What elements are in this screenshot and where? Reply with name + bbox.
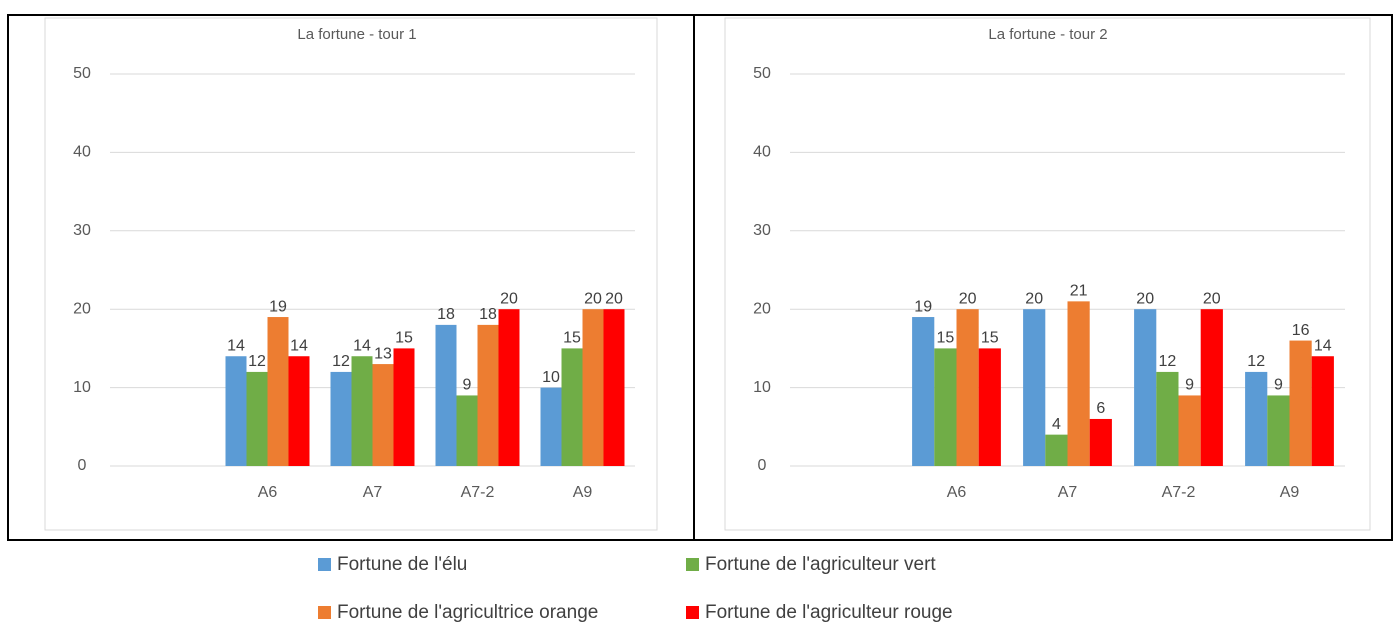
data-label: 12 bbox=[248, 353, 266, 370]
data-label: 15 bbox=[395, 330, 413, 347]
bar bbox=[246, 371, 268, 466]
data-label: 14 bbox=[1314, 337, 1332, 354]
data-label: 14 bbox=[353, 337, 371, 354]
bar bbox=[1245, 371, 1268, 466]
bar bbox=[603, 309, 625, 466]
y-tick-label: 20 bbox=[753, 300, 771, 317]
data-label: 20 bbox=[605, 290, 623, 307]
legend-label: Fortune de l'agriculteur vert bbox=[705, 554, 936, 575]
data-label: 16 bbox=[1292, 322, 1310, 339]
bar bbox=[956, 309, 979, 466]
bar bbox=[540, 387, 562, 466]
data-label: 20 bbox=[959, 290, 977, 307]
legend-label: Fortune de l'agriculteur rouge bbox=[705, 602, 953, 623]
chart-title: La fortune - tour 2 bbox=[988, 26, 1107, 43]
data-label: 9 bbox=[463, 377, 472, 394]
data-label: 15 bbox=[981, 330, 999, 347]
data-label: 12 bbox=[1247, 353, 1265, 370]
data-label: 20 bbox=[584, 290, 602, 307]
y-tick-label: 40 bbox=[73, 144, 91, 161]
bar bbox=[1289, 340, 1312, 466]
y-tick-label: 20 bbox=[73, 300, 91, 317]
data-label: 20 bbox=[500, 290, 518, 307]
data-label: 4 bbox=[1052, 416, 1061, 433]
data-label: 15 bbox=[937, 330, 955, 347]
bar bbox=[288, 356, 310, 466]
bar bbox=[225, 356, 247, 466]
bar bbox=[1178, 395, 1201, 466]
bar bbox=[1023, 309, 1046, 466]
data-label: 20 bbox=[1025, 290, 1043, 307]
bar bbox=[934, 348, 957, 466]
y-tick-label: 0 bbox=[758, 457, 767, 474]
legend-label: Fortune de l'élu bbox=[337, 554, 467, 575]
legend-swatch bbox=[686, 606, 699, 619]
data-label: 13 bbox=[374, 345, 392, 362]
legend-swatch bbox=[318, 558, 331, 571]
bar bbox=[561, 348, 583, 466]
y-tick-label: 10 bbox=[753, 379, 771, 396]
bar bbox=[330, 371, 352, 466]
data-label: 15 bbox=[563, 330, 581, 347]
bar bbox=[351, 356, 373, 466]
x-tick-label: A6 bbox=[258, 484, 278, 501]
data-label: 9 bbox=[1185, 377, 1194, 394]
data-label: 14 bbox=[290, 337, 308, 354]
bar bbox=[1311, 356, 1334, 466]
bar bbox=[1134, 309, 1157, 466]
bar bbox=[267, 317, 289, 466]
data-label: 18 bbox=[479, 306, 497, 323]
bar bbox=[1089, 418, 1112, 466]
legend-swatch bbox=[686, 558, 699, 571]
x-tick-label: A9 bbox=[573, 484, 593, 501]
data-label: 21 bbox=[1070, 283, 1088, 300]
bar bbox=[498, 309, 520, 466]
data-label: 20 bbox=[1203, 290, 1221, 307]
bar bbox=[1045, 434, 1068, 466]
bar bbox=[393, 348, 415, 466]
x-tick-label: A7 bbox=[1058, 484, 1078, 501]
data-label: 14 bbox=[227, 337, 245, 354]
data-label: 19 bbox=[269, 298, 287, 315]
bar bbox=[1200, 309, 1223, 466]
data-label: 6 bbox=[1096, 400, 1105, 417]
chart-title: La fortune - tour 1 bbox=[297, 26, 416, 43]
bar bbox=[456, 395, 478, 466]
bar bbox=[372, 364, 394, 466]
y-tick-label: 50 bbox=[753, 65, 771, 82]
bar bbox=[435, 324, 457, 466]
data-label: 19 bbox=[914, 298, 932, 315]
data-label: 18 bbox=[437, 306, 455, 323]
x-tick-label: A7 bbox=[363, 484, 383, 501]
x-tick-label: A7-2 bbox=[461, 484, 495, 501]
frame-right bbox=[693, 14, 1393, 541]
bar bbox=[1156, 371, 1179, 466]
bar bbox=[978, 348, 1001, 466]
x-tick-label: A6 bbox=[947, 484, 967, 501]
data-label: 12 bbox=[1159, 353, 1177, 370]
y-tick-label: 10 bbox=[73, 379, 91, 396]
data-label: 12 bbox=[332, 353, 350, 370]
data-label: 10 bbox=[542, 369, 560, 386]
bar bbox=[477, 324, 499, 466]
data-label: 9 bbox=[1274, 377, 1283, 394]
bar bbox=[912, 317, 935, 466]
y-tick-label: 50 bbox=[73, 65, 91, 82]
y-tick-label: 0 bbox=[78, 457, 87, 474]
legend-swatch bbox=[318, 606, 331, 619]
bar bbox=[582, 309, 604, 466]
legend-label: Fortune de l'agricultrice orange bbox=[337, 602, 598, 623]
bar bbox=[1267, 395, 1290, 466]
x-tick-label: A7-2 bbox=[1162, 484, 1196, 501]
y-tick-label: 30 bbox=[73, 222, 91, 239]
y-tick-label: 30 bbox=[753, 222, 771, 239]
data-label: 20 bbox=[1136, 290, 1154, 307]
y-tick-label: 40 bbox=[753, 144, 771, 161]
bar bbox=[1067, 301, 1090, 466]
x-tick-label: A9 bbox=[1280, 484, 1300, 501]
